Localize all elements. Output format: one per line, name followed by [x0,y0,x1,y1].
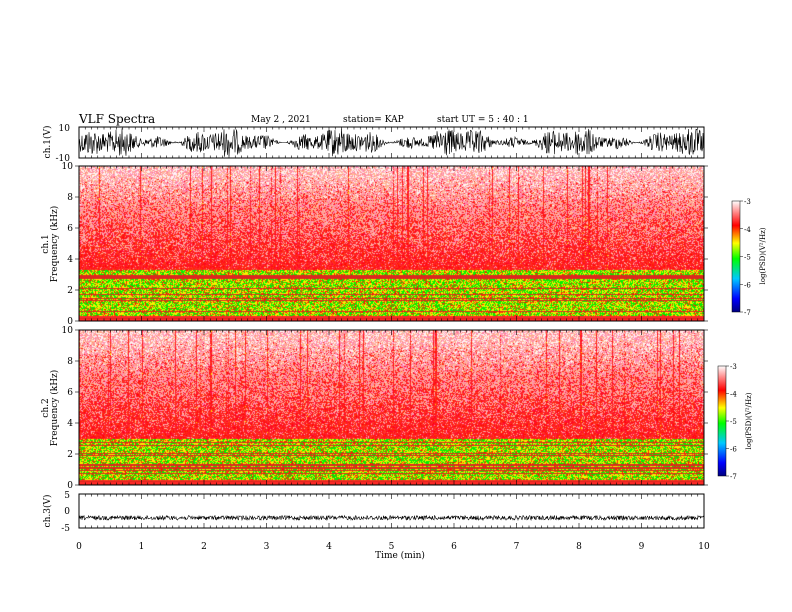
freq-tick-label: 6 [67,388,73,398]
ch1-ylabel-channel: ch.1 [41,234,51,253]
freq-tick-label: 10 [62,162,74,172]
colorbar-tick-label: -5 [744,254,751,262]
freq-tick-label: 2 [67,286,73,296]
colorbar-tick-label: -3 [744,198,751,206]
x-axis-title: Time (min) [375,550,425,561]
freq-tick-label: 10 [62,326,74,336]
x-tick-label: 1 [139,542,145,552]
x-tick-label: 9 [639,542,645,552]
ch1-ytick-top: 10 [59,124,71,134]
x-tick-label: 3 [264,542,270,552]
colorbar-tick-label: -7 [730,473,737,481]
freq-tick-label: 0 [67,317,73,327]
colorbar-tick-label: -4 [730,391,737,399]
start-time-label: start UT = 5 : 40 : 1 [437,115,529,125]
x-tick-label: 10 [698,542,710,552]
ch2-colorbar [717,365,727,477]
freq-tick-label: 8 [67,357,73,367]
ch3-ytick-top: 5 [64,491,70,501]
station-label: station= KAP [343,115,404,125]
ch1-waveform-panel: 10 -10 ch.1(V) [42,124,705,164]
colorbar-tick-label: -3 [730,363,737,371]
ch1-spectrogram-heatmap [79,166,704,321]
ch3-ytick-mid: 0 [64,507,70,517]
freq-tick-label: 4 [67,255,73,265]
freq-tick-label: 2 [67,450,73,460]
ch3-waveform-line [78,514,705,522]
colorbar-tick-label: -7 [744,309,751,317]
ch2-colorbar-label: log(PSD)(V²/Hz) [745,392,753,449]
ch2-ylabel-quantity: Frequency (kHz) [49,370,60,447]
colorbar-tick-label: -5 [730,418,737,426]
x-tick-label: 8 [576,542,582,552]
x-tick-label: 6 [451,542,457,552]
ch1-ylabel: ch.1(V) [42,126,53,159]
x-tick-label: 5 [389,542,395,552]
colorbar-tick-label: -6 [730,446,737,454]
x-tick-label: 4 [326,542,332,552]
ch3-ytick-bottom: -5 [61,524,70,534]
date-label: May 2 , 2021 [251,115,311,125]
colorbar-tick-label: -4 [744,226,751,234]
ch2-spectrogram-heatmap [79,330,704,485]
freq-tick-label: 0 [67,481,73,491]
ch1-waveform-line [78,128,705,157]
x-tick-label: 7 [514,542,520,552]
ch3-ylabel: ch.3(V) [42,495,53,528]
freq-tick-label: 8 [67,193,73,203]
x-tick-label: 2 [201,542,207,552]
ch1-colorbar [731,200,741,313]
ch2-ylabel-channel: ch.2 [41,398,51,417]
ch1-colorbar-label: log(PSD)(V²/Hz) [759,227,767,284]
freq-tick-label: 6 [67,224,73,234]
ch3-waveform-panel: 5 0 -5 ch.3(V) [42,491,705,534]
x-tick-label: 0 [76,542,82,552]
ch1-ytick-bottom: -10 [56,154,71,164]
ch1-ylabel-quantity: Frequency (kHz) [49,206,60,283]
figure-title: VLF Spectra [79,112,156,126]
freq-tick-label: 4 [67,419,73,429]
colorbar-tick-label: -6 [744,281,751,289]
